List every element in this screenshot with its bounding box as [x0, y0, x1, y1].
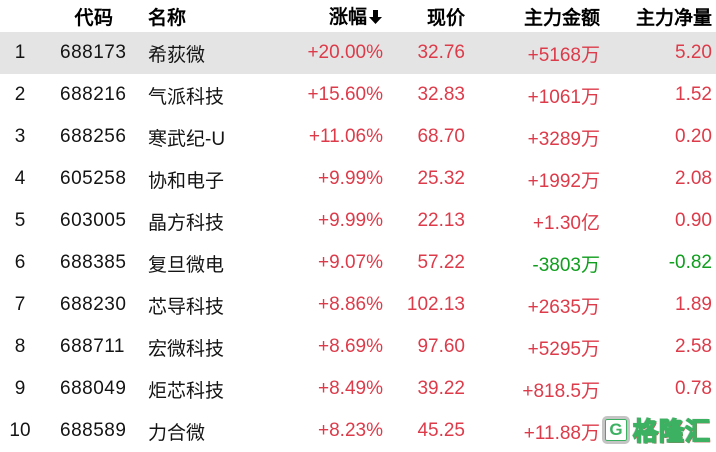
main-amount: +3289万: [527, 128, 600, 150]
stock-code: 688589: [60, 420, 127, 441]
table-body: 1 688173 希荻微 +20.00% 32.76 +5168万 5.20 2…: [0, 32, 716, 452]
stock-code: 688173: [60, 42, 127, 63]
change-column-label: 涨幅: [328, 6, 367, 28]
table-row[interactable]: 2 688216 气派科技 +15.60% 32.83 +1061万 1.52: [0, 74, 716, 116]
main-amount: +5168万: [527, 44, 600, 66]
stock-name: 宏微科技: [148, 338, 225, 360]
change-percent: +8.86%: [318, 294, 383, 315]
stock-name: 协和电子: [148, 170, 225, 192]
rank-cell: 2: [14, 84, 26, 105]
rank-cell: 10: [9, 420, 31, 441]
change-percent: +8.69%: [318, 336, 383, 357]
main-net-volume: -0.82: [668, 252, 712, 273]
main-amount: +1992万: [527, 170, 600, 192]
current-price: 57.22: [417, 252, 465, 273]
stock-name: 寒武纪-U: [148, 128, 226, 150]
current-price: 39.22: [417, 378, 465, 399]
main-net-column-header[interactable]: 主力净量: [635, 7, 712, 29]
stock-name: 希荻微: [148, 44, 206, 66]
current-price: 68.70: [417, 126, 465, 147]
main-amount-column-header[interactable]: 主力金额: [523, 7, 600, 29]
table-row[interactable]: 8 688711 宏微科技 +8.69% 97.60 +5295万 2.58: [0, 326, 716, 368]
main-amount: +818.5万: [522, 380, 600, 402]
main-net-volume: 5.20: [675, 42, 712, 63]
price-column-header[interactable]: 现价: [426, 7, 465, 29]
rank-cell: 4: [14, 168, 26, 189]
stock-code: 688230: [60, 294, 127, 315]
change-percent: +15.60%: [307, 84, 383, 105]
change-percent: +20.00%: [307, 42, 383, 63]
stock-name: 炬芯科技: [148, 380, 225, 402]
main-amount: +2635万: [527, 296, 600, 318]
table-row[interactable]: 10 688589 力合微 +8.23% 45.25 +11.88万: [0, 410, 716, 452]
main-net-volume: 2.08: [675, 168, 712, 189]
current-price: 97.60: [417, 336, 465, 357]
stock-name: 芯导科技: [148, 296, 225, 318]
change-column-header[interactable]: 涨幅: [260, 2, 385, 31]
main-net-volume: 1.52: [675, 84, 712, 105]
table-row[interactable]: 3 688256 寒武纪-U +11.06% 68.70 +3289万 0.20: [0, 116, 716, 158]
current-price: 102.13: [406, 294, 465, 315]
current-price: 32.83: [417, 84, 465, 105]
stock-code: 688216: [60, 84, 127, 105]
name-column-header: 名称: [148, 7, 187, 29]
main-net-volume: 0.78: [675, 378, 712, 399]
change-percent: +8.23%: [318, 420, 383, 441]
stock-code: 688711: [60, 336, 125, 357]
stock-name: 力合微: [148, 422, 206, 444]
main-amount: -3803万: [532, 254, 600, 276]
change-percent: +11.06%: [308, 126, 383, 147]
main-net-volume: 2.58: [675, 336, 712, 357]
stock-name: 晶方科技: [148, 212, 225, 234]
current-price: 25.32: [417, 168, 465, 189]
table-row[interactable]: 7 688230 芯导科技 +8.86% 102.13 +2635万 1.89: [0, 284, 716, 326]
main-amount: +1.30亿: [532, 212, 600, 234]
rank-cell: 6: [14, 252, 26, 273]
stock-name: 复旦微电: [148, 254, 225, 276]
table-header-row: 代码 名称 涨幅 现价 主力金额 主力净量: [0, 0, 716, 32]
stock-name: 气派科技: [148, 86, 225, 108]
change-percent: +9.99%: [318, 168, 383, 189]
table-row[interactable]: 6 688385 复旦微电 +9.07% 57.22 -3803万 -0.82: [0, 242, 716, 284]
rank-cell: 9: [14, 378, 26, 399]
stock-code: 688385: [60, 252, 127, 273]
table-row[interactable]: 4 605258 协和电子 +9.99% 25.32 +1992万 2.08: [0, 158, 716, 200]
stock-code: 605258: [60, 168, 127, 189]
main-amount: +1061万: [527, 86, 600, 108]
table-row[interactable]: 9 688049 炬芯科技 +8.49% 39.22 +818.5万 0.78: [0, 368, 716, 410]
main-net-volume: 0.90: [675, 210, 712, 231]
main-net-volume: 1.89: [675, 294, 712, 315]
rank-cell: 8: [14, 336, 26, 357]
current-price: 32.76: [417, 42, 465, 63]
code-column-header: 代码: [74, 7, 114, 29]
rank-cell: 5: [14, 210, 26, 231]
table-row[interactable]: 1 688173 希荻微 +20.00% 32.76 +5168万 5.20: [0, 32, 716, 74]
stock-code: 688049: [60, 378, 127, 399]
current-price: 22.13: [417, 210, 465, 231]
change-percent: +8.49%: [318, 378, 383, 399]
sort-desc-icon: [368, 9, 383, 31]
stock-code: 603005: [60, 210, 127, 231]
current-price: 45.25: [417, 420, 465, 441]
rank-cell: 7: [14, 294, 26, 315]
main-net-volume: 0.20: [675, 126, 712, 147]
rank-cell: 3: [14, 126, 26, 147]
change-percent: +9.99%: [318, 210, 383, 231]
main-amount: +5295万: [527, 338, 600, 360]
rank-cell: 1: [14, 42, 26, 63]
stock-code: 688256: [60, 126, 127, 147]
main-amount: +11.88万: [523, 422, 600, 444]
change-percent: +9.07%: [318, 252, 383, 273]
table-row[interactable]: 5 603005 晶方科技 +9.99% 22.13 +1.30亿 0.90: [0, 200, 716, 242]
